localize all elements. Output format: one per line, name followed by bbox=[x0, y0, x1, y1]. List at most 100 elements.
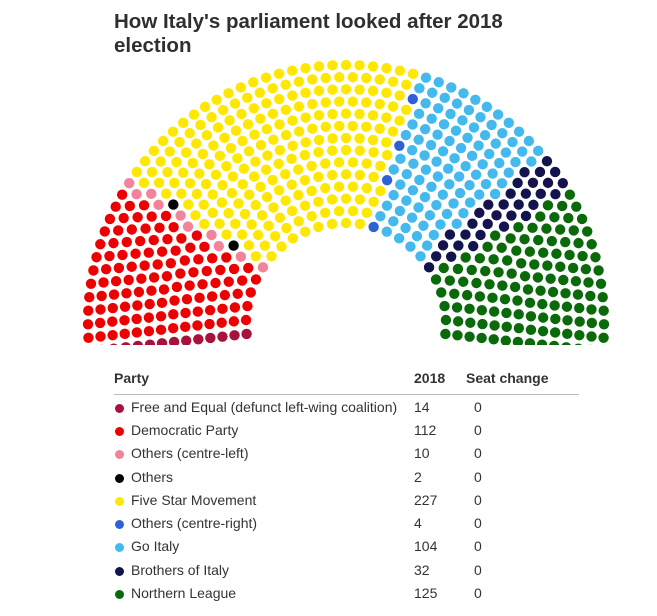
seat-go-italy bbox=[413, 134, 424, 145]
seat-democratic-party bbox=[161, 271, 173, 282]
seat-five-star-movement bbox=[232, 153, 243, 164]
seat-northern-league bbox=[582, 226, 593, 237]
seat-five-star-movement bbox=[208, 140, 219, 151]
seat-democratic-party bbox=[148, 234, 159, 246]
seat-go-italy bbox=[507, 136, 518, 148]
seat-northern-league bbox=[506, 268, 517, 279]
seat-northern-league bbox=[537, 298, 548, 310]
seat-five-star-movement bbox=[286, 65, 298, 76]
seat-northern-league bbox=[522, 284, 534, 295]
seat-five-star-movement bbox=[167, 126, 179, 137]
seat-five-star-movement bbox=[340, 59, 352, 71]
seat-free-and-equal-defunct-left-wing-coalition bbox=[156, 338, 168, 345]
seat-free-and-equal-defunct-left-wing-coalition bbox=[168, 336, 180, 345]
seat-democratic-party bbox=[175, 268, 186, 279]
seat-northern-league bbox=[580, 263, 592, 275]
seat-five-star-movement bbox=[266, 251, 277, 262]
seat-five-star-movement bbox=[273, 158, 284, 169]
seat-five-star-movement bbox=[221, 160, 232, 172]
seat-free-and-equal-defunct-left-wing-coalition bbox=[229, 330, 240, 341]
seat-brothers-of-italy bbox=[445, 251, 457, 262]
seat-go-italy bbox=[444, 135, 455, 147]
seat-go-italy bbox=[454, 187, 466, 199]
seat-democratic-party bbox=[192, 306, 204, 317]
seat-northern-league bbox=[562, 328, 573, 340]
seat-go-italy bbox=[415, 251, 426, 262]
seat-democratic-party bbox=[100, 263, 112, 275]
seat-five-star-movement bbox=[394, 65, 406, 76]
seat-five-star-movement bbox=[219, 132, 230, 143]
seat-five-star-movement bbox=[237, 135, 248, 147]
seat-go-italy bbox=[490, 138, 501, 149]
seat-go-italy bbox=[466, 150, 478, 162]
seat-go-italy bbox=[462, 132, 473, 143]
seat-northern-league bbox=[497, 280, 508, 291]
seat-northern-league bbox=[487, 292, 498, 304]
seat-five-star-movement bbox=[300, 137, 311, 148]
seat-northern-league bbox=[499, 293, 511, 305]
seat-northern-league bbox=[512, 336, 524, 345]
seat-five-star-movement bbox=[176, 188, 187, 199]
seat-northern-league bbox=[525, 311, 537, 322]
seat-brothers-of-italy bbox=[549, 166, 561, 178]
seat-five-star-movement bbox=[347, 181, 359, 192]
seat-brothers-of-italy bbox=[483, 199, 494, 210]
seat-northern-league bbox=[538, 247, 549, 258]
seat-five-star-movement bbox=[274, 93, 285, 105]
seat-northern-league bbox=[542, 200, 554, 211]
seat-democratic-party bbox=[193, 254, 204, 265]
seat-go-italy bbox=[401, 195, 412, 206]
seat-go-italy bbox=[464, 179, 475, 191]
seat-five-star-movement bbox=[236, 108, 247, 120]
legend-header-row: Party 2018 Seat change bbox=[114, 368, 579, 395]
seat-five-star-movement bbox=[361, 158, 372, 169]
seat-go-italy bbox=[407, 185, 419, 196]
seat-five-star-movement bbox=[255, 181, 266, 193]
seat-five-star-movement bbox=[255, 139, 267, 151]
seat-go-italy bbox=[496, 178, 508, 189]
seat-five-star-movement bbox=[374, 98, 385, 110]
seat-five-star-movement bbox=[191, 188, 203, 200]
seat-democratic-party bbox=[169, 295, 180, 306]
seat-democratic-party bbox=[91, 252, 102, 263]
seat-democratic-party bbox=[94, 317, 106, 329]
seat-five-star-movement bbox=[340, 84, 352, 95]
seat-go-italy bbox=[388, 216, 399, 227]
seat-five-star-movement bbox=[333, 205, 345, 217]
seat-five-star-movement bbox=[259, 240, 271, 251]
seat-five-star-movement bbox=[200, 178, 212, 190]
seat-five-star-movement bbox=[354, 218, 366, 230]
seat-democratic-party bbox=[85, 278, 97, 289]
seat-others-centre-left bbox=[123, 177, 135, 189]
seat-five-star-movement bbox=[354, 133, 365, 144]
seat-northern-league bbox=[493, 267, 504, 278]
seat-go-italy bbox=[414, 83, 425, 94]
party-cell: Brothers of Italy bbox=[114, 558, 414, 581]
seat-democratic-party bbox=[168, 221, 179, 233]
seat-five-star-movement bbox=[197, 148, 208, 160]
seat-go-italy bbox=[470, 94, 481, 105]
seat-go-italy bbox=[475, 111, 486, 123]
seat-northern-league bbox=[488, 306, 500, 317]
seat-democratic-party bbox=[171, 281, 183, 293]
seat-go-italy bbox=[400, 129, 412, 141]
seat-northern-league bbox=[564, 249, 575, 261]
party-cell: Go Italy bbox=[114, 535, 414, 558]
seat-five-star-movement bbox=[375, 160, 386, 172]
seat-brothers-of-italy bbox=[520, 188, 532, 199]
seat-northern-league bbox=[547, 286, 559, 298]
seat-democratic-party bbox=[152, 259, 163, 270]
seat-five-star-movement bbox=[206, 111, 217, 123]
seat-five-star-movement bbox=[299, 149, 311, 161]
seat-five-star-movement bbox=[307, 74, 318, 85]
seat-others-centre-left bbox=[213, 240, 225, 252]
seat-five-star-movement bbox=[261, 123, 273, 135]
seat-northern-league bbox=[574, 343, 582, 345]
seat-democratic-party bbox=[223, 276, 234, 287]
seat-democratic-party bbox=[210, 277, 221, 289]
column-header-2018: 2018 bbox=[414, 368, 466, 395]
party-seats: 104 bbox=[414, 538, 438, 555]
seat-democratic-party bbox=[132, 300, 143, 311]
seat-democratic-party bbox=[204, 318, 215, 330]
seat-democratic-party bbox=[207, 253, 218, 264]
